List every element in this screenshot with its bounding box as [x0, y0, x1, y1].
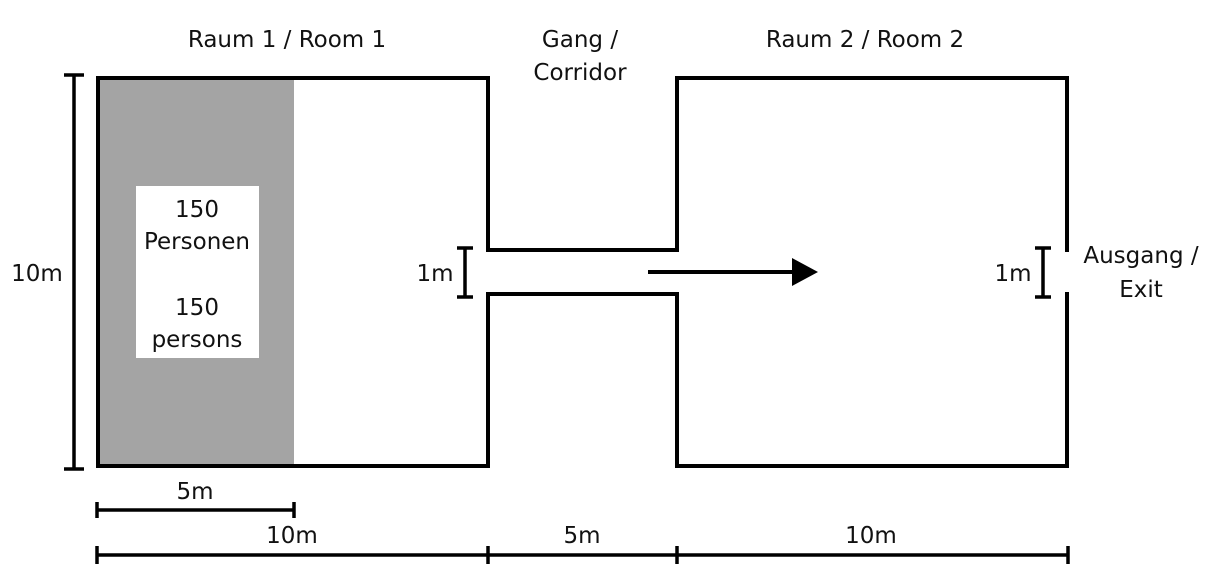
- room1-length-label: 10m: [266, 523, 318, 549]
- exit-dimension: [1035, 246, 1051, 299]
- crowd-count-de: 150: [175, 197, 219, 223]
- corridor-title-line1: Gang /: [542, 27, 618, 53]
- room1-title: Raum 1 / Room 1: [188, 27, 386, 53]
- crowd-label-de: Personen: [144, 229, 250, 255]
- room-height-dimension: [64, 73, 84, 471]
- exit-label-line1: Ausgang /: [1083, 243, 1198, 269]
- room1-walls: [96, 76, 490, 468]
- crowd-label-en: persons: [152, 327, 243, 353]
- arrow-right-icon: [648, 258, 818, 286]
- door1-width-label: 1m: [416, 261, 453, 287]
- crowd-label-box: [136, 186, 259, 358]
- door1-dimension: [457, 246, 473, 299]
- room2-title: Raum 2 / Room 2: [766, 27, 964, 53]
- room2-walls: [675, 76, 1069, 252]
- exit-label-line2: Exit: [1119, 277, 1163, 303]
- room-height-label: 10m: [11, 261, 63, 287]
- corridor-length-label: 5m: [563, 523, 600, 549]
- exit-width-label: 1m: [994, 261, 1031, 287]
- room2-walls-lower: [675, 292, 1069, 468]
- total-length-dimension: [95, 546, 1070, 564]
- crowd-width-label: 5m: [176, 479, 213, 505]
- corridor-title-line2: Corridor: [533, 60, 627, 86]
- crowd-count-en: 150: [175, 295, 219, 321]
- crowd-width-dimension: [95, 502, 296, 518]
- room2-length-label: 10m: [845, 523, 897, 549]
